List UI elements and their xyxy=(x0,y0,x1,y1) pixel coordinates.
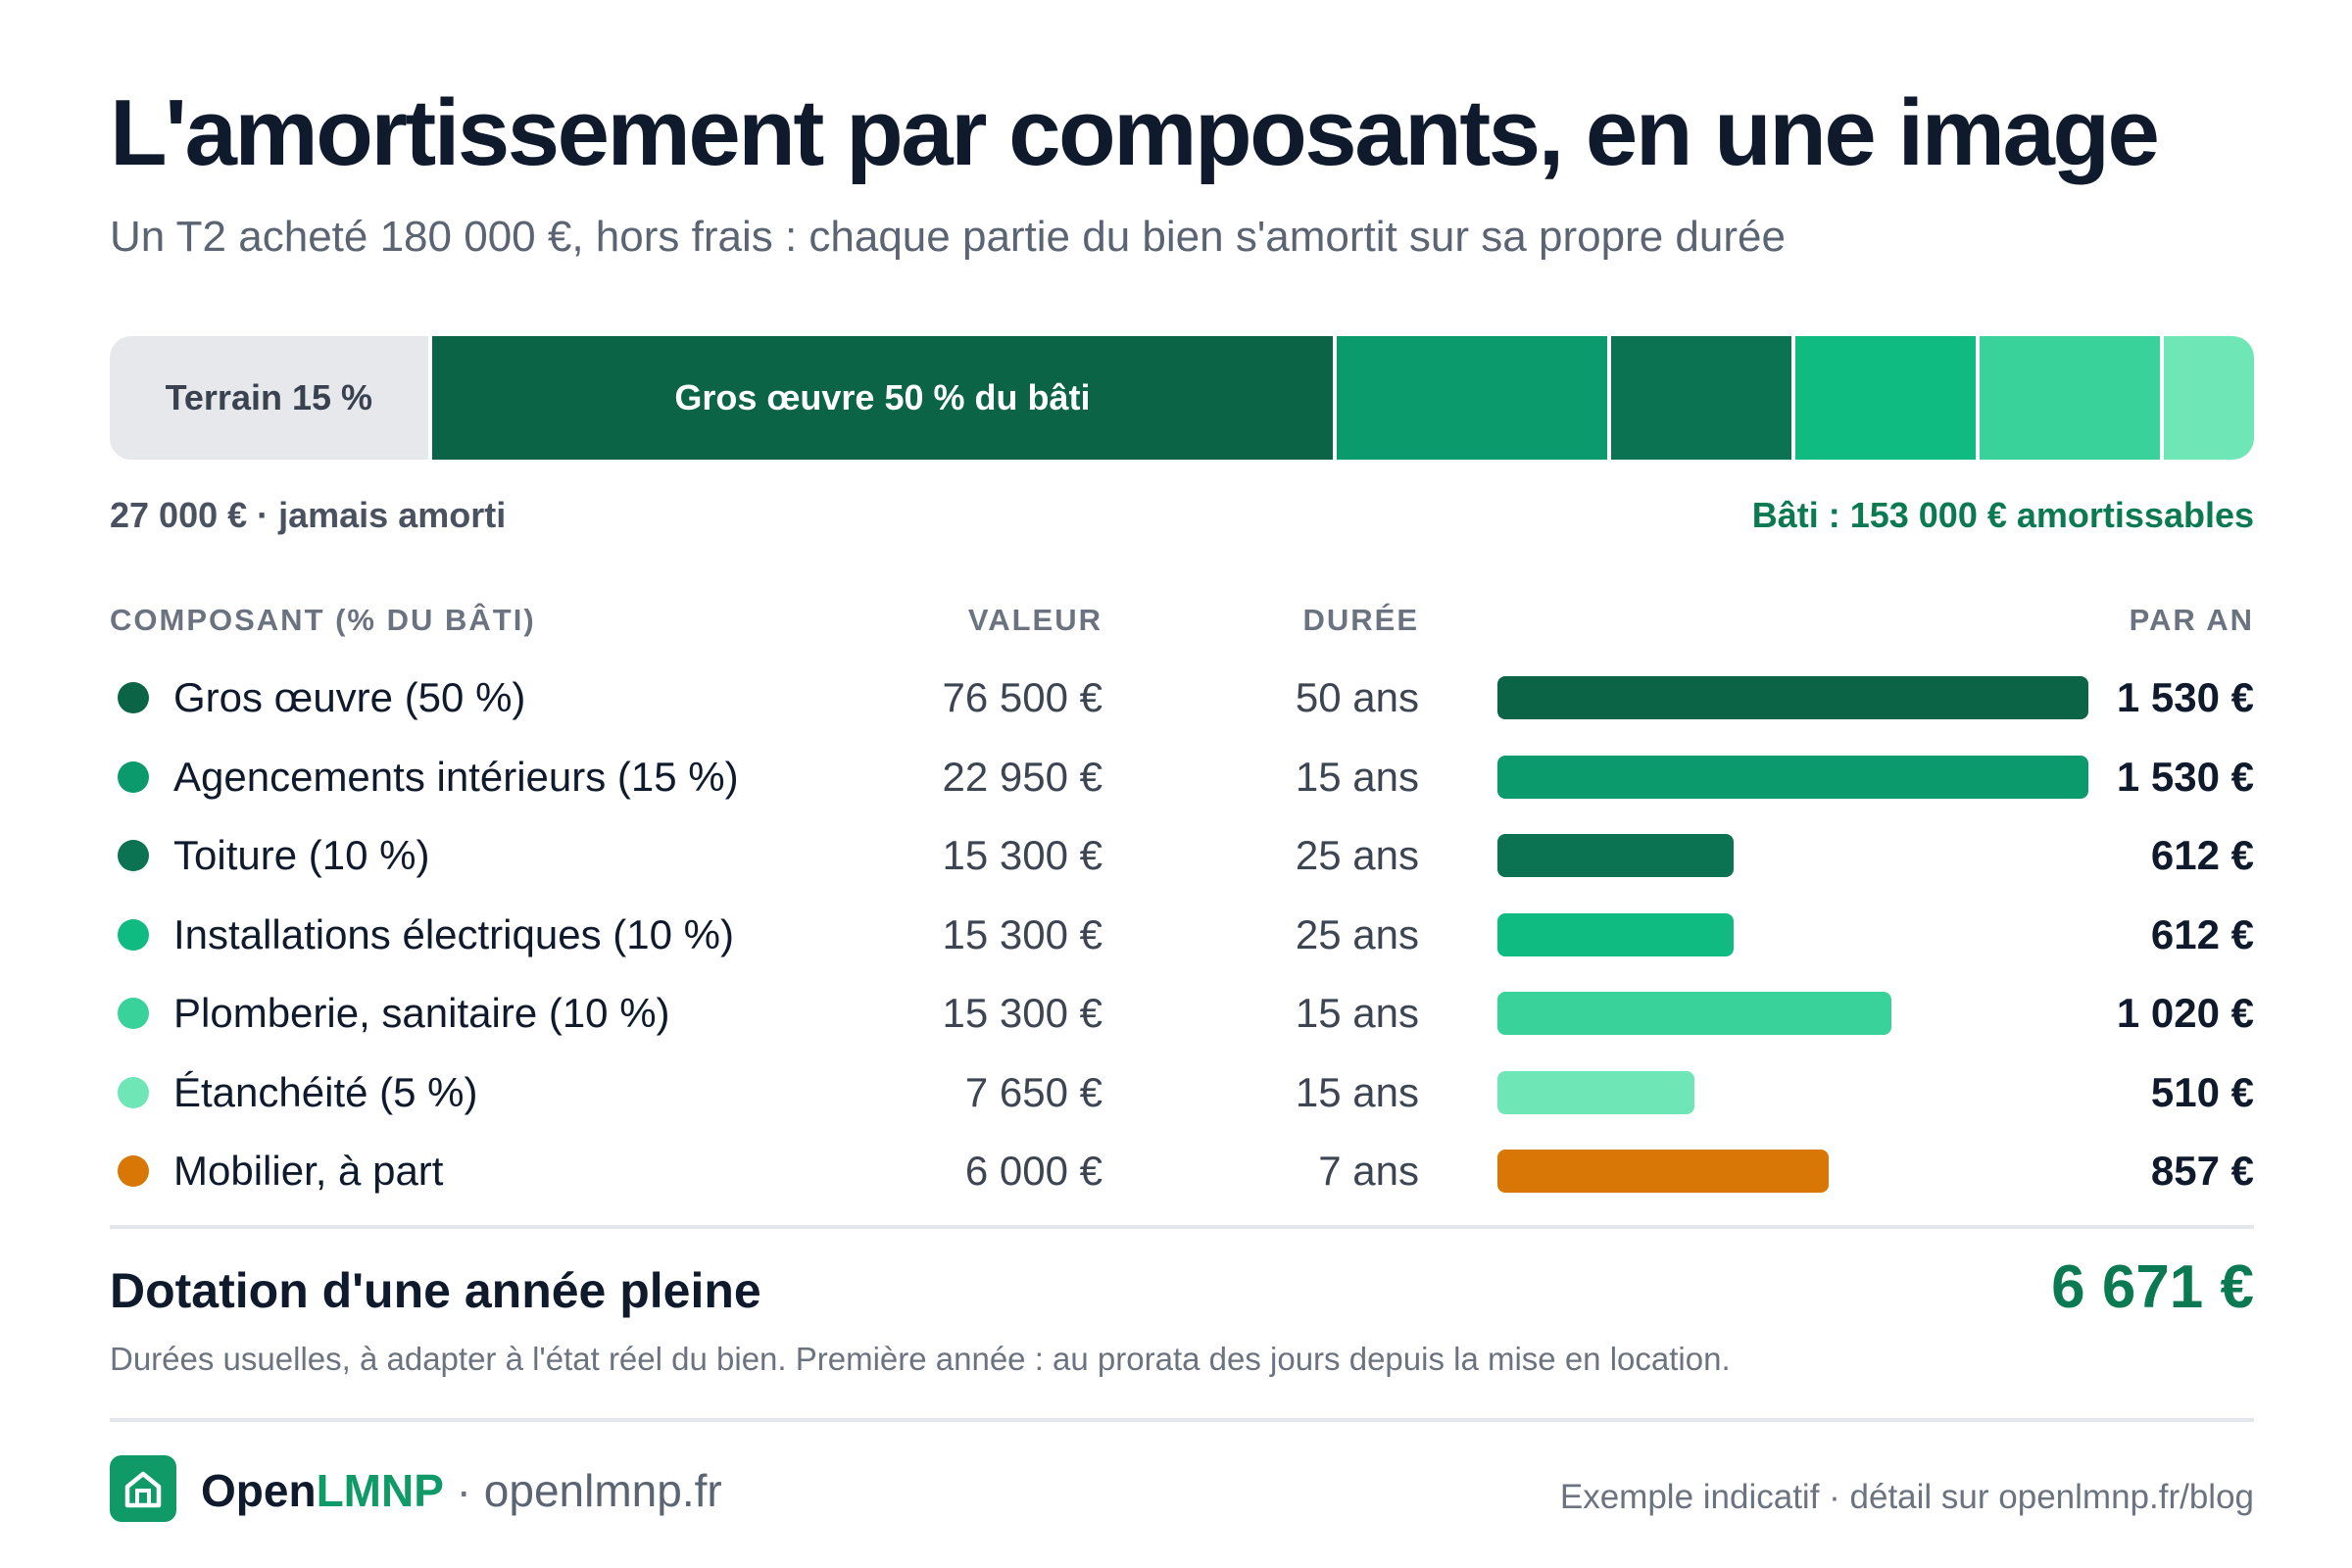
bati-caption: Bâti : 153 000 € amortissables xyxy=(1751,495,2254,535)
component-duration: 25 ans xyxy=(1295,832,1419,878)
table-row: Plomberie, sanitaire (10 %) 15 300 € 15 an… xyxy=(0,970,2352,1049)
header-duration: DURÉE xyxy=(1302,603,1419,637)
table-row: Gros œuvre (50 %) 76 500 € 50 ans 1 530 € xyxy=(0,655,2352,733)
total-label: Dotation d'une année pleine xyxy=(110,1263,761,1318)
house-icon xyxy=(110,1455,176,1522)
header-value: VALEUR xyxy=(967,603,1102,637)
component-per-year: 1 020 € xyxy=(2116,990,2254,1036)
terrain-caption: 27 000 € · jamais amorti xyxy=(110,495,507,535)
component-duration: 15 ans xyxy=(1295,1068,1419,1115)
component-name: Mobilier, à part xyxy=(173,1148,444,1194)
segment-gros-oeuvre: Gros œuvre 50 % du bâti xyxy=(427,336,1334,460)
component-value: 76 500 € xyxy=(942,674,1103,720)
annual-bar xyxy=(1497,992,1891,1035)
annual-bar xyxy=(1497,912,1734,956)
legend-dot xyxy=(118,760,149,793)
brand: OpenLMNP · openlmnp.fr xyxy=(201,1464,722,1517)
component-duration: 15 ans xyxy=(1295,990,1419,1036)
brand-separator: · xyxy=(443,1465,484,1516)
segment-plomberie xyxy=(1976,336,2161,460)
component-value: 22 950 € xyxy=(942,753,1103,800)
component-duration: 15 ans xyxy=(1295,753,1419,800)
segment-etancheite xyxy=(2160,336,2254,460)
annual-bar xyxy=(1497,1150,1829,1193)
divider xyxy=(110,1418,2254,1422)
component-value: 7 650 € xyxy=(964,1068,1102,1115)
component-value: 15 300 € xyxy=(942,910,1103,957)
table-row: Installations électriques (10 %) 15 300 €… xyxy=(0,892,2352,970)
annual-bar xyxy=(1497,1070,1694,1114)
component-name: Étanchéité (5 %) xyxy=(173,1068,478,1115)
component-value: 6 000 € xyxy=(964,1148,1102,1194)
legend-dot xyxy=(118,998,149,1029)
component-duration: 7 ans xyxy=(1318,1148,1419,1194)
legend-dot xyxy=(118,1076,149,1108)
page-subtitle: Un T2 acheté 180 000 €, hors frais : cha… xyxy=(110,213,1786,261)
legend-dot xyxy=(118,840,149,871)
footer-note: Exemple indicatif · détail sur openlmnp.… xyxy=(1559,1478,2254,1516)
header-component: COMPOSANT (% DU BÂTI) xyxy=(110,603,536,637)
component-value: 15 300 € xyxy=(942,990,1103,1036)
component-per-year: 510 € xyxy=(2150,1068,2254,1115)
total-value: 6 671 € xyxy=(2051,1253,2254,1321)
brand-site-link[interactable]: openlmnp.fr xyxy=(483,1465,722,1516)
annual-bar xyxy=(1497,755,2088,799)
table-row: Toiture (10 %) 15 300 € 25 ans 612 € xyxy=(0,812,2352,891)
legend-dot xyxy=(118,682,149,713)
segment-installations xyxy=(1791,336,1977,460)
component-name: Installations électriques (10 %) xyxy=(173,910,734,957)
component-per-year: 612 € xyxy=(2150,832,2254,878)
header-per-year: PAR AN xyxy=(2129,603,2254,637)
component-per-year: 1 530 € xyxy=(2116,753,2254,800)
brand-prefix: Open xyxy=(201,1465,317,1516)
page-title: L'amortissement par composants, en une i… xyxy=(110,80,2160,185)
component-name: Agencements intérieurs (15 %) xyxy=(173,753,739,800)
segment-toiture xyxy=(1607,336,1792,460)
brand-suffix: LMNP xyxy=(316,1465,444,1516)
table-row: Agencements intérieurs (15 %) 22 950 € 15 … xyxy=(0,734,2352,812)
table-row: Étanchéité (5 %) 7 650 € 15 ans 510 € xyxy=(0,1050,2352,1128)
component-duration: 50 ans xyxy=(1295,674,1419,720)
divider xyxy=(110,1225,2254,1229)
component-name: Plomberie, sanitaire (10 %) xyxy=(173,990,670,1036)
table-row: Mobilier, à part 6 000 € 7 ans 857 € xyxy=(0,1128,2352,1206)
component-per-year: 857 € xyxy=(2150,1148,2254,1194)
stacked-composition-bar: Terrain 15 % Gros œuvre 50 % du bâti xyxy=(110,336,2254,460)
component-per-year: 612 € xyxy=(2150,910,2254,957)
component-value: 15 300 € xyxy=(942,832,1103,878)
component-per-year: 1 530 € xyxy=(2116,674,2254,720)
footnote: Durées usuelles, à adapter à l'état réel… xyxy=(110,1341,1731,1377)
annual-bar xyxy=(1497,834,1734,877)
component-name: Gros œuvre (50 %) xyxy=(173,674,526,720)
component-duration: 25 ans xyxy=(1295,910,1419,957)
legend-dot xyxy=(118,918,149,951)
segment-agencements xyxy=(1333,336,1608,460)
annual-bar xyxy=(1497,676,2088,719)
component-name: Toiture (10 %) xyxy=(173,832,430,878)
legend-dot xyxy=(118,1155,149,1187)
segment-terrain: Terrain 15 % xyxy=(110,336,428,460)
